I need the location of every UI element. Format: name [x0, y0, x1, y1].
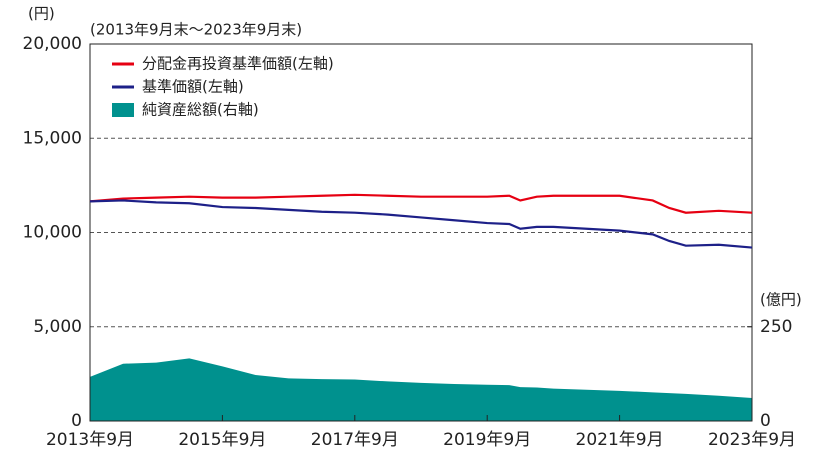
x-tick-label: 2015年9月: [178, 430, 266, 450]
legend-label: 純資産総額(右軸): [142, 101, 259, 119]
line: [89, 199, 753, 249]
y-tick-label: 10,000: [23, 223, 82, 243]
left-unit: (円): [28, 5, 55, 23]
x-tick-label: 2013年9月: [46, 430, 134, 450]
x-tick-label: 2023年9月: [708, 430, 796, 450]
plot-frame: [89, 43, 753, 422]
legend-label: 分配金再投資基準価額(左軸): [142, 55, 334, 73]
y-tick-label: 5,000: [33, 317, 82, 337]
right-unit: (億円): [760, 291, 802, 309]
y2-tick-label: 0: [760, 411, 771, 431]
legend-label: 基準価額(左軸): [142, 78, 244, 96]
subtitle: (2013年9月末～2023年9月末): [90, 21, 302, 39]
x-tick-label: 2021年9月: [576, 430, 664, 450]
y-tick-label: 20,000: [23, 34, 82, 54]
legend-swatch: [112, 103, 134, 117]
y2-tick-label: 250: [760, 317, 792, 337]
y-tick-label: 0: [71, 411, 82, 431]
area: [90, 358, 752, 421]
x-tick-label: 2017年9月: [311, 430, 399, 450]
x-tick-label: 2019年9月: [443, 430, 531, 450]
y-tick-label: 15,000: [23, 128, 82, 148]
line: [89, 193, 753, 214]
